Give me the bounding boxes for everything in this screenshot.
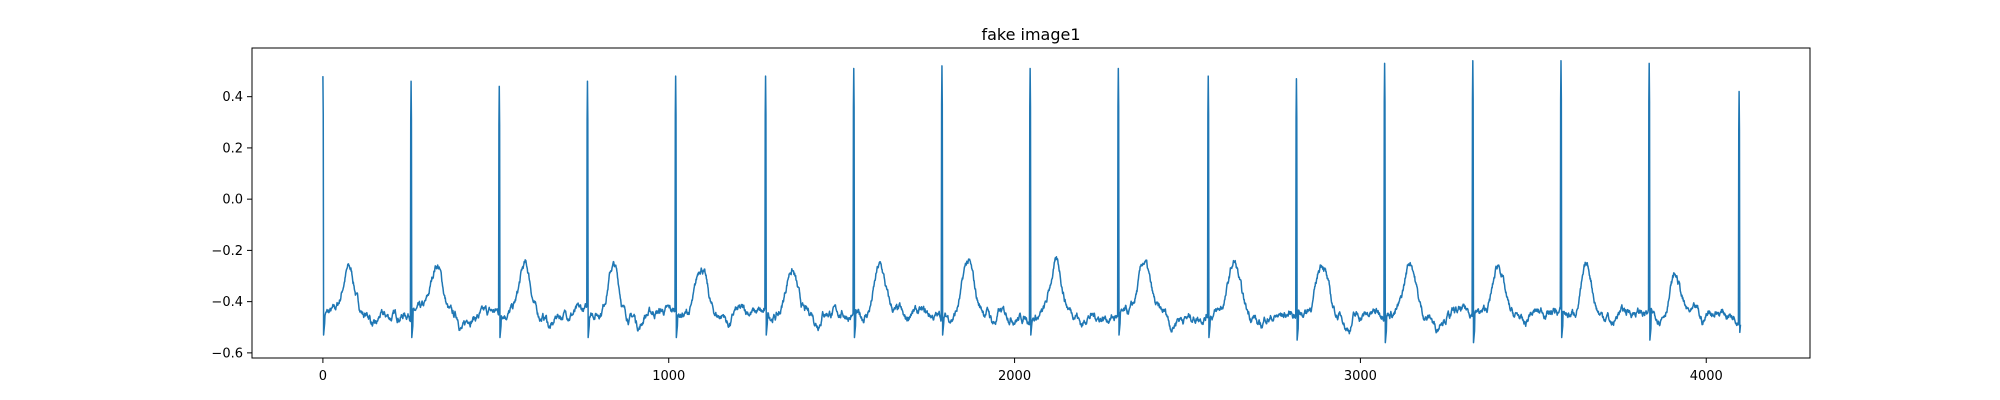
x-axis: 0 1000 2000 3000 4000 — [319, 358, 1723, 384]
series-line — [322, 60, 1742, 344]
plot-area — [322, 60, 1742, 344]
x-tick-label: 1000 — [652, 369, 685, 384]
y-tick-label: 0.4 — [222, 90, 243, 105]
y-tick-label: 0.0 — [222, 193, 243, 208]
plot-frame — [251, 47, 1811, 359]
y-axis: −0.6 −0.4 −0.2 0.0 0.2 0.4 — [211, 90, 252, 361]
x-tick-label: 4000 — [1690, 369, 1723, 384]
y-tick-label: −0.4 — [211, 295, 243, 310]
chart-title: fake image1 — [981, 25, 1080, 44]
x-tick-label: 0 — [319, 369, 327, 384]
x-tick-label: 2000 — [998, 369, 1031, 384]
y-tick-label: −0.2 — [211, 244, 243, 259]
x-tick-label: 3000 — [1344, 369, 1377, 384]
y-tick-label: 0.2 — [222, 141, 243, 156]
y-tick-label: −0.6 — [211, 346, 243, 361]
